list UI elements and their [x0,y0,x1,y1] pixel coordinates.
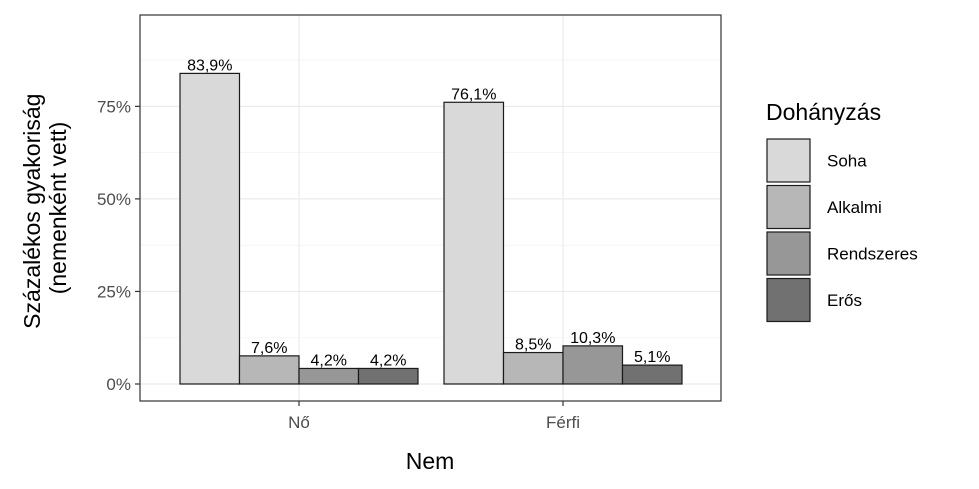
bar [502,351,564,385]
bar [238,355,300,385]
legend-key [766,138,811,183]
legend-key [766,231,811,276]
bar [357,367,419,385]
y-axis: 0% 25% 50% 75% [97,97,140,394]
bar-value-label: 8,5% [515,337,551,354]
bar-value-label: 10,3% [570,330,615,347]
bar-value-label: 76,1% [451,86,496,103]
bar [298,367,360,385]
legend-label: Erős [827,291,862,310]
bar [621,364,683,385]
legend-label: Alkalmi [827,198,882,217]
bar-value-label: 4,2% [311,352,347,369]
y-axis-title: Százalékos gyakoriság (nemenként vett) [19,87,71,329]
bar-value-label: 7,6% [251,340,287,357]
bar [443,101,505,385]
bar-value-label: 83,9% [187,57,232,74]
bar [562,345,624,385]
bar-value-label: 4,2% [370,352,406,369]
y-axis-title-line-1: Százalékos gyakoriság [19,94,45,329]
x-tick-label: Nő [288,413,310,432]
plot-panel-border [139,14,722,402]
bars [179,72,683,385]
legend-key [766,277,811,323]
legend: Dohányzás Soha Alkalmi Rendszeres Erős [766,99,918,323]
bar-value-label: 5,1% [634,349,670,366]
x-axis-title: Nem [406,448,455,474]
y-tick-label: 25% [97,282,131,301]
legend-title: Dohányzás [766,99,881,125]
bar [179,72,241,385]
y-tick-label: 50% [97,190,131,209]
y-axis-title-line-2: (nemenként vett) [45,122,71,295]
y-tick-label: 75% [97,97,131,116]
legend-label: Rendszeres [827,245,918,264]
x-axis: Nő Férfi [288,401,580,432]
data-labels: 83,9% 7,6% 4,2% 4,2% 76,1% 8,5% 10,3% 5,1% [187,57,670,369]
legend-label: Soha [827,152,867,171]
y-tick-label: 0% [106,375,131,394]
legend-key [766,184,811,230]
x-tick-label: Férfi [546,413,580,432]
